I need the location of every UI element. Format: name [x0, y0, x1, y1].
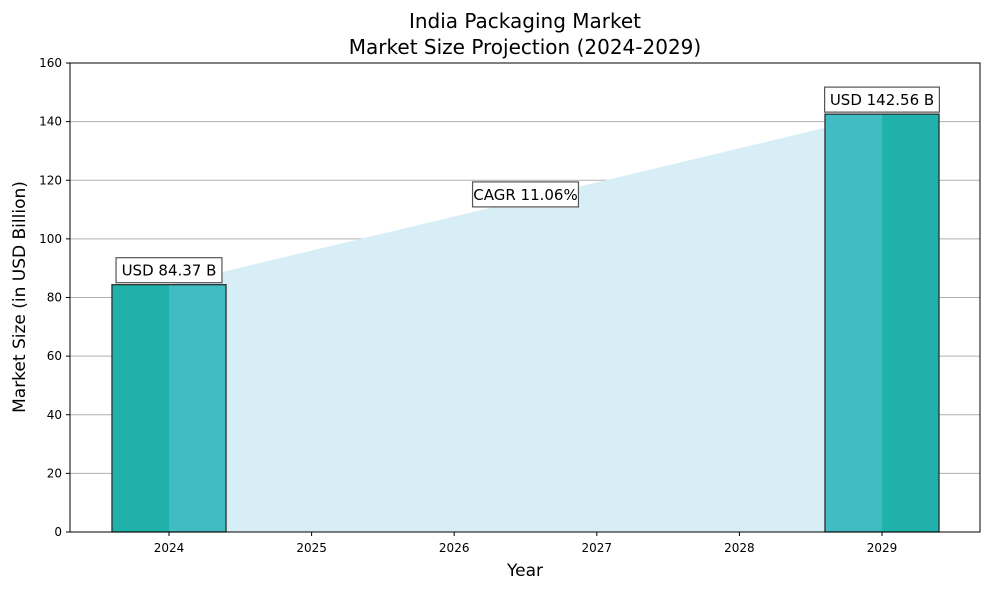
bar-2029-left: [824, 114, 882, 532]
cagr-annotation: CAGR 11.06%: [471, 181, 580, 208]
y-tick-label: 80: [47, 291, 62, 305]
value-label-text: USD 84.37 B: [122, 262, 217, 280]
chart-title: India Packaging Market: [409, 9, 641, 33]
annotations: USD 84.37 B USD 142.56 B CAGR 11.06%: [115, 86, 940, 284]
y-axis-title: Market Size (in USD Billion): [10, 181, 30, 413]
y-tick-label: 0: [54, 525, 62, 539]
x-tick-label: 2028: [724, 541, 755, 555]
bar-2024-right: [169, 284, 227, 532]
bar-2029-value-label: USD 142.56 B: [823, 86, 940, 113]
bar-2024: [111, 284, 227, 533]
y-tick-label: 40: [47, 408, 62, 422]
chart-subtitle: Market Size Projection (2024-2029): [349, 35, 701, 59]
bar-2024-value-label: USD 84.37 B: [115, 257, 223, 284]
y-tick-label: 120: [39, 173, 62, 187]
growth-area-fill: [169, 114, 882, 532]
axes: 0 20 40 60 80 100 120 140 160 2024 2025 2026 2027 202…: [39, 56, 981, 555]
bars: [111, 113, 940, 533]
bar-2029-right: [882, 114, 940, 532]
value-label-box: [823, 86, 940, 113]
x-tick-label: 2029: [867, 541, 898, 555]
bar-2024-left: [111, 284, 169, 532]
value-label-text: USD 142.56 B: [830, 91, 934, 109]
y-tick-label: 140: [39, 115, 62, 129]
cagr-text: CAGR 11.06%: [473, 186, 577, 204]
x-tick-label: 2025: [296, 541, 327, 555]
x-tick-label: 2026: [439, 541, 470, 555]
growth-area: [169, 114, 882, 532]
y-tick-label: 160: [39, 56, 62, 70]
x-tick-label: 2024: [154, 541, 185, 555]
y-tick-label: 100: [39, 232, 62, 246]
x-tick-label: 2027: [582, 541, 613, 555]
y-tick-label: 20: [47, 466, 62, 480]
bar-2029: [824, 113, 940, 533]
x-axis-title: Year: [506, 561, 543, 581]
value-label-box: [115, 257, 223, 284]
y-tick-label: 60: [47, 349, 62, 363]
cagr-box: [471, 181, 580, 208]
